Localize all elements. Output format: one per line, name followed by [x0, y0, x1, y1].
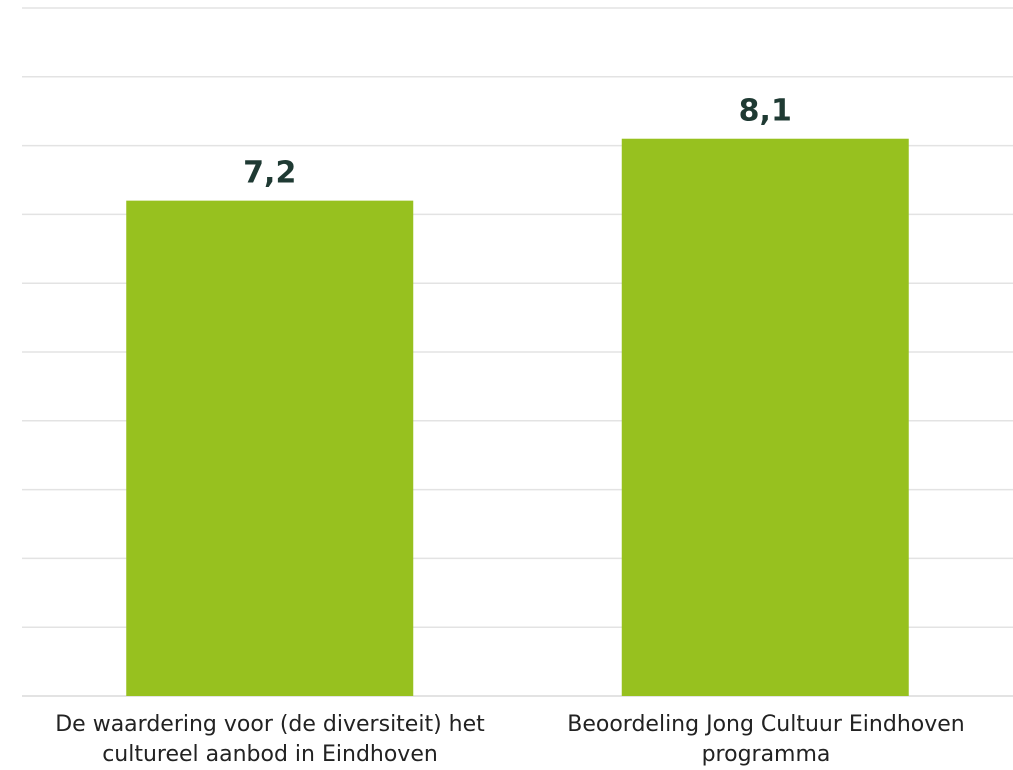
bar-0 [126, 200, 414, 696]
category-label-0: De waardering voor (de diversiteit) het … [55, 712, 485, 767]
value-label-1: 8,1 [739, 94, 792, 129]
category-label-1: Beoordeling Jong Cultuur Eindhoven progr… [567, 712, 965, 767]
bars [126, 138, 909, 697]
value-labels: 7,2 8,1 [243, 94, 792, 191]
bar-1 [621, 138, 909, 697]
value-label-0: 7,2 [243, 156, 296, 191]
